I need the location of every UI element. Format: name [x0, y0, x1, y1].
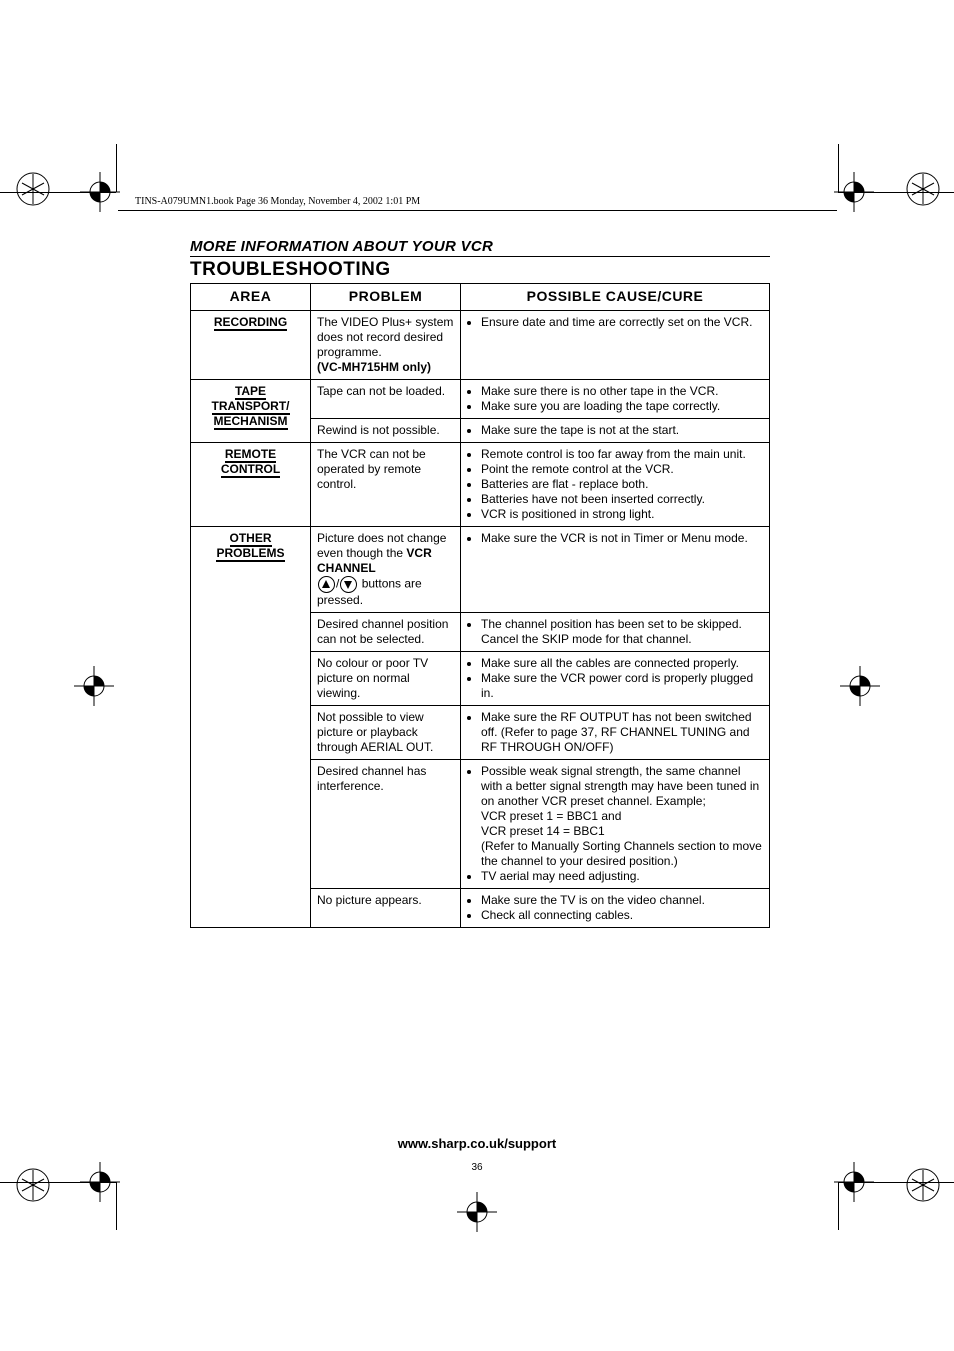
crop-line: [838, 192, 954, 193]
cure-item: Batteries are flat - replace both.: [481, 477, 763, 492]
section-header: MORE INFORMATION ABOUT YOUR VCR: [190, 238, 770, 257]
cure-item: Make sure all the cables are connected p…: [481, 656, 763, 671]
content-frame: MORE INFORMATION ABOUT YOUR VCR TROUBLES…: [190, 238, 770, 928]
channel-down-icon: [340, 576, 357, 593]
cure-cell: Make sure there is no other tape in the …: [461, 379, 770, 418]
area-label: TRANSPORT/: [212, 399, 290, 415]
cure-cell: Make sure the VCR is not in Timer or Men…: [461, 526, 770, 612]
area-label: REMOTE: [225, 447, 276, 463]
area-label: CONTROL: [221, 462, 280, 478]
cure-item: Batteries have not been inserted correct…: [481, 492, 763, 507]
problem-cell: Rewind is not possible.: [311, 418, 461, 442]
cure-item: Possible weak signal strength, the same …: [481, 764, 763, 869]
problem-cell: Desired channel position can not be sele…: [311, 612, 461, 651]
cure-item: Make sure there is no other tape in the …: [481, 384, 763, 399]
registration-mark-icon: [74, 666, 114, 706]
problem-text: The VIDEO Plus+ system does not record d…: [317, 315, 453, 359]
troubleshooting-table: AREA PROBLEM POSSIBLE CAUSE/CURE RECORDI…: [190, 283, 770, 928]
problem-cell: Desired channel has interference.: [311, 759, 461, 888]
cure-cell: Make sure all the cables are connected p…: [461, 651, 770, 705]
cure-cell: Ensure date and time are correctly set o…: [461, 310, 770, 379]
crop-line: [116, 144, 117, 192]
area-label: RECORDING: [214, 315, 287, 331]
cure-cell: Possible weak signal strength, the same …: [461, 759, 770, 888]
cure-item: Check all connecting cables.: [481, 908, 763, 923]
problem-cell: No picture appears.: [311, 888, 461, 927]
table-row: TAPE TRANSPORT/ MECHANISM Tape can not b…: [191, 379, 770, 418]
cure-item: Make sure the VCR is not in Timer or Men…: [481, 531, 763, 546]
table-header-row: AREA PROBLEM POSSIBLE CAUSE/CURE: [191, 284, 770, 311]
cure-cell: Make sure the tape is not at the start.: [461, 418, 770, 442]
problem-cell: Tape can not be loaded.: [311, 379, 461, 418]
page-number: 36: [0, 1162, 954, 1173]
area-label: MECHANISM: [214, 414, 288, 430]
cure-item: Remote control is too far away from the …: [481, 447, 763, 462]
cure-item: VCR is positioned in strong light.: [481, 507, 763, 522]
crop-line: [838, 1182, 839, 1230]
area-other: OTHER PROBLEMS: [191, 526, 311, 927]
cure-item: TV aerial may need adjusting.: [481, 869, 763, 884]
cure-cell: The channel position has been set to be …: [461, 612, 770, 651]
header-rule: [118, 210, 837, 211]
crop-line: [838, 1182, 954, 1183]
problem-cell: Picture does not change even though the …: [311, 526, 461, 612]
header-problem: PROBLEM: [311, 284, 461, 311]
problem-cell: The VCR can not be operated by remote co…: [311, 442, 461, 526]
cure-item: Ensure date and time are correctly set o…: [481, 315, 763, 330]
area-recording: RECORDING: [191, 310, 311, 379]
crop-circle-icon: [906, 172, 940, 206]
cure-item: Make sure the tape is not at the start.: [481, 423, 763, 438]
crop-circle-icon: [906, 1168, 940, 1202]
table-row: RECORDING The VIDEO Plus+ system does no…: [191, 310, 770, 379]
registration-mark-icon: [457, 1192, 497, 1232]
area-tape: TAPE TRANSPORT/ MECHANISM: [191, 379, 311, 442]
crop-line: [0, 192, 116, 193]
problem-cell: No colour or poor TV picture on normal v…: [311, 651, 461, 705]
cure-item: Make sure you are loading the tape corre…: [481, 399, 763, 414]
page-title: TROUBLESHOOTING: [190, 259, 770, 281]
area-remote: REMOTE CONTROL: [191, 442, 311, 526]
area-label: TAPE: [235, 384, 266, 400]
table-row: REMOTE CONTROL The VCR can not be operat…: [191, 442, 770, 526]
crop-line: [838, 144, 839, 192]
area-label: PROBLEMS: [216, 546, 284, 562]
cure-item: Make sure the RF OUTPUT has not been swi…: [481, 710, 763, 755]
cure-item: Make sure the VCR power cord is properly…: [481, 671, 763, 701]
page-root: TINS-A079UMN1.book Page 36 Monday, Novem…: [0, 0, 954, 1351]
area-label: OTHER: [230, 531, 272, 547]
cure-item: The channel position has been set to be …: [481, 617, 763, 647]
channel-up-icon: [318, 576, 335, 593]
crop-line: [0, 1182, 116, 1183]
cure-item: Make sure the TV is on the video channel…: [481, 893, 763, 908]
crop-line: [116, 1182, 117, 1230]
problem-bold: (VC-MH715HM only): [317, 360, 431, 374]
cure-cell: Make sure the RF OUTPUT has not been swi…: [461, 705, 770, 759]
cure-cell: Make sure the TV is on the video channel…: [461, 888, 770, 927]
cure-item: Point the remote control at the VCR.: [481, 462, 763, 477]
cure-cell: Remote control is too far away from the …: [461, 442, 770, 526]
header-cure: POSSIBLE CAUSE/CURE: [461, 284, 770, 311]
crop-circle-icon: [16, 1168, 50, 1202]
book-meta-line: TINS-A079UMN1.book Page 36 Monday, Novem…: [135, 196, 420, 207]
header-area: AREA: [191, 284, 311, 311]
crop-circle-icon: [16, 172, 50, 206]
registration-mark-icon: [840, 666, 880, 706]
table-row: OTHER PROBLEMS Picture does not change e…: [191, 526, 770, 612]
problem-cell: The VIDEO Plus+ system does not record d…: [311, 310, 461, 379]
problem-cell: Not possible to view picture or playback…: [311, 705, 461, 759]
footer-url: www.sharp.co.uk/support: [0, 1136, 954, 1151]
